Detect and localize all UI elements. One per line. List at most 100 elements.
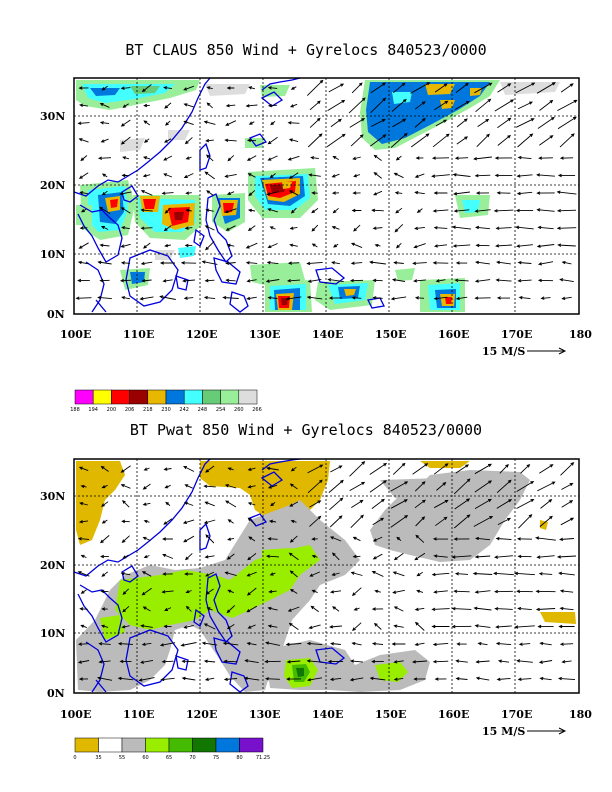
lon-label-110e-2: 110E [123, 708, 154, 721]
wind-vector-arrow [266, 466, 279, 471]
wind-vector-arrow [243, 676, 260, 681]
wind-vector-arrow [372, 226, 383, 230]
wind-vector-arrow [556, 555, 577, 559]
wind-vector-arrow [247, 553, 257, 561]
colorbar-tick-label: 200 [107, 407, 117, 413]
wind-vector-arrow [121, 296, 130, 300]
wind-vector-arrow [139, 296, 154, 301]
wind-vector-arrow [327, 659, 344, 664]
wind-vector-arrow [100, 624, 109, 628]
wind-vector-arrow [433, 191, 448, 195]
wind-vector-arrow [434, 83, 448, 93]
wind-vector-arrow [558, 624, 575, 629]
wind-vector-arrow [349, 481, 366, 491]
wind-vector-arrow [331, 191, 340, 195]
wind-vector-arrow [96, 676, 113, 681]
wind-vector-arrow [161, 590, 174, 594]
wind-vector-arrow [331, 173, 340, 178]
wind-vector-arrow [288, 552, 299, 561]
wind-vector-arrow [329, 677, 342, 682]
wind-vector-arrow [267, 243, 278, 249]
wind-vector-arrow [456, 642, 467, 646]
wind-vector-arrow [164, 102, 172, 109]
wind-vector-arrow [248, 536, 256, 542]
wind-vector-arrow [164, 484, 171, 489]
wind-vector-arrow [78, 138, 89, 143]
wind-vector-arrow [226, 191, 235, 195]
reference-vector-arrow-2 [527, 727, 567, 735]
wind-vector-arrow [78, 466, 89, 472]
wind-vector-arrow [557, 99, 578, 111]
wind-vector-arrow [473, 606, 492, 611]
lon-label-150e: 150E [375, 328, 406, 341]
wind-vector-arrow [80, 624, 87, 629]
wind-vector-arrow [416, 208, 423, 214]
wind-vector-arrow [433, 463, 449, 475]
wind-vector-arrow [205, 138, 214, 143]
wind-vector-arrow [393, 606, 404, 612]
wind-vector-arrow [224, 173, 237, 178]
wind-vector-arrow [518, 514, 533, 529]
wind-vector-arrow [224, 208, 237, 214]
colorbar-tick-label: 194 [88, 407, 98, 413]
wind-vector-arrow [451, 225, 472, 230]
wind-vector-arrow [537, 116, 555, 129]
wind-vector-arrow [267, 606, 278, 611]
wind-vector-arrow [516, 659, 533, 663]
wind-vector-arrow [393, 660, 404, 664]
wind-vector-arrow [352, 536, 361, 542]
wind-vector-arrow [226, 553, 235, 560]
wind-vector-arrow [290, 466, 297, 472]
wind-vector-arrow [311, 537, 318, 541]
wind-vector-arrow [475, 98, 492, 113]
wind-vector-arrow [475, 243, 490, 248]
colorbar-tick-label: 35 [95, 755, 101, 761]
wind-vector-arrow [310, 605, 319, 613]
wind-vector-arrow [138, 677, 155, 682]
wind-vector-arrow [373, 622, 382, 630]
wind-vector-arrow [246, 279, 257, 283]
wind-vector-arrow [160, 677, 175, 682]
wind-vector-arrow [454, 572, 469, 576]
wind-vector-arrow [119, 278, 132, 283]
wind-vector-arrow [309, 500, 322, 508]
wind-vector-arrow [456, 136, 469, 145]
wind-vector-arrow [392, 589, 405, 594]
wind-vector-arrow [536, 191, 555, 195]
wind-vector-arrow [77, 260, 90, 265]
wind-vector-arrow [122, 605, 130, 613]
wind-vector-arrow [412, 261, 427, 266]
wind-vector-arrow [453, 191, 470, 196]
wind-vector-arrow [79, 501, 88, 506]
wind-vector-arrow [495, 536, 512, 541]
wind-vector-arrow [245, 242, 258, 249]
wind-vector-arrow [537, 624, 554, 629]
lat-lon-grid-2 [74, 459, 579, 693]
wind-vector-arrow [433, 244, 448, 248]
wind-vector-arrow [455, 261, 468, 265]
wind-vector-arrow [370, 82, 387, 94]
wind-vector-arrow [349, 460, 366, 477]
wind-vector-arrow [120, 571, 131, 576]
wind-vector-arrow [369, 260, 386, 265]
wind-vector-arrow [475, 260, 490, 265]
wind-vector-arrow [100, 535, 110, 544]
wind-vector-arrow [206, 154, 214, 162]
wind-vector-arrow [143, 103, 150, 108]
wind-vector-arrow [77, 571, 90, 577]
wind-vector-arrow [122, 554, 129, 559]
wind-vector-arrow [267, 296, 278, 300]
panel1-colorbar: 188 194 200 206 218 230 242 248 254 260 266 [70, 389, 262, 413]
wind-vector-arrow [474, 279, 491, 283]
wind-vector-arrow [557, 116, 577, 130]
wind-vector-arrow [372, 296, 383, 300]
wind-vector-arrow [267, 537, 278, 541]
wind-vector-arrow [120, 261, 131, 265]
wind-vector-arrow [539, 515, 553, 527]
wind-vector-arrow [182, 279, 195, 283]
wind-vector-arrow [494, 173, 513, 178]
wind-vector-arrow [455, 464, 470, 474]
wind-vector-arrow [431, 572, 450, 577]
wind-vector-arrow [80, 589, 87, 594]
wind-vector-arrow [560, 517, 575, 526]
